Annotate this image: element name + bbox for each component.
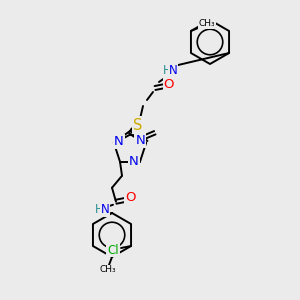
Text: N: N [114,135,124,148]
Text: N: N [135,134,145,147]
Text: H: H [94,203,103,216]
Text: CH₃: CH₃ [100,266,116,274]
Text: N: N [100,203,109,216]
Text: CH₃: CH₃ [199,20,215,28]
Text: S: S [133,118,143,133]
Text: H: H [163,64,171,76]
Text: N: N [169,64,177,76]
Text: N: N [129,155,139,168]
Text: Cl: Cl [107,244,119,256]
Text: O: O [164,77,174,91]
Text: O: O [125,191,135,204]
